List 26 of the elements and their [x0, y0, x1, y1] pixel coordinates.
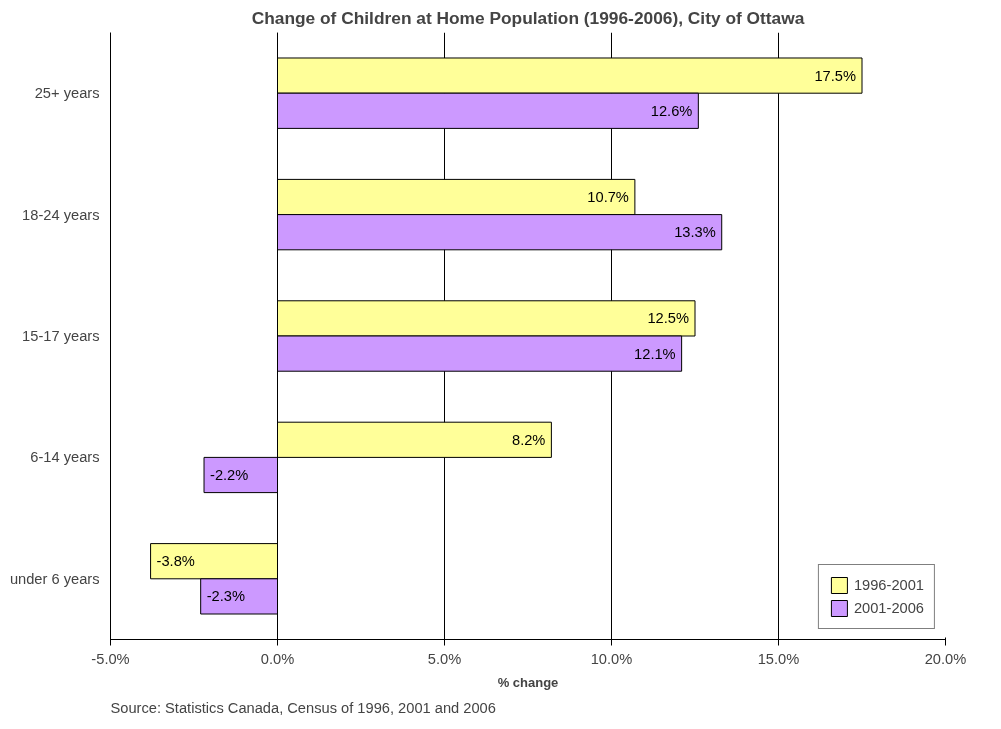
- data-label: -3.8%: [156, 553, 195, 570]
- y-tick-label: 25+ years: [34, 85, 100, 102]
- y-tick-label: under 6 years: [9, 570, 100, 587]
- x-axis-title: % change: [497, 674, 559, 690]
- data-label: 10.7%: [587, 189, 629, 205]
- x-tick-label: -5.0%: [91, 650, 130, 667]
- data-label: 12.5%: [647, 310, 690, 327]
- y-tick-label: 18-24 years: [22, 206, 100, 223]
- source-note: Source: Statistics Canada, Census of 1996, 2001 and 2006: [110, 699, 496, 716]
- data-label: 8.2%: [511, 431, 546, 448]
- data-label: -2.3%: [206, 588, 245, 605]
- data-label: 12.1%: [634, 345, 676, 362]
- chart-title: Change of Children at Home Population (1996-2006), City of Ottawa: [251, 7, 805, 28]
- data-label: -2.2%: [210, 467, 249, 483]
- x-tick-label: 20.0%: [924, 650, 967, 667]
- x-tick-label: 5.0%: [427, 650, 462, 667]
- legend-label: 1996-2001: [853, 577, 924, 593]
- data-label: 12.6%: [650, 102, 693, 119]
- x-tick-label: 10.0%: [590, 650, 633, 667]
- y-tick-label: 6-14 years: [30, 449, 100, 466]
- data-label: 17.5%: [814, 67, 857, 84]
- legend-label: 2001-2006: [853, 600, 924, 616]
- x-tick-label: 15.0%: [757, 650, 800, 667]
- y-tick-label: 15-17 years: [22, 328, 100, 344]
- x-tick-label: 0.0%: [260, 650, 295, 667]
- data-label: 13.3%: [674, 224, 716, 241]
